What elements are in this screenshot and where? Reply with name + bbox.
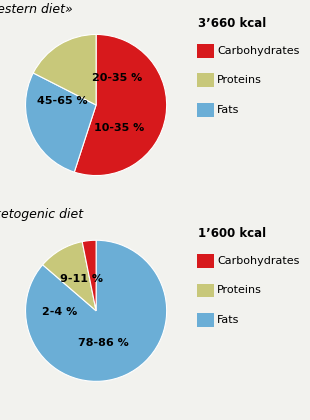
Wedge shape bbox=[25, 240, 167, 381]
Text: Fats: Fats bbox=[217, 105, 239, 115]
Text: 1’600 kcal: 1’600 kcal bbox=[198, 227, 267, 240]
Text: Fats: Fats bbox=[217, 315, 239, 325]
Wedge shape bbox=[25, 73, 96, 172]
Text: 10-35 %: 10-35 % bbox=[94, 123, 144, 133]
Wedge shape bbox=[43, 241, 96, 311]
Text: 78-86 %: 78-86 % bbox=[78, 338, 129, 348]
Text: 2-4 %: 2-4 % bbox=[42, 307, 77, 317]
Wedge shape bbox=[82, 240, 96, 311]
Text: Proteins: Proteins bbox=[217, 285, 262, 295]
Text: Proteins: Proteins bbox=[217, 75, 262, 85]
Text: 3’660 kcal: 3’660 kcal bbox=[198, 17, 267, 30]
Text: 45-65 %: 45-65 % bbox=[37, 97, 87, 107]
Wedge shape bbox=[74, 34, 167, 176]
Text: Carbohydrates: Carbohydrates bbox=[217, 256, 299, 266]
Title: Modern «Western diet»: Modern «Western diet» bbox=[0, 3, 73, 16]
Text: 20-35 %: 20-35 % bbox=[92, 73, 142, 83]
Text: Carbohydrates: Carbohydrates bbox=[217, 46, 299, 56]
Title: Therapeutic ketogenic diet: Therapeutic ketogenic diet bbox=[0, 208, 83, 221]
Text: 9-11 %: 9-11 % bbox=[60, 274, 104, 284]
Wedge shape bbox=[33, 34, 96, 105]
